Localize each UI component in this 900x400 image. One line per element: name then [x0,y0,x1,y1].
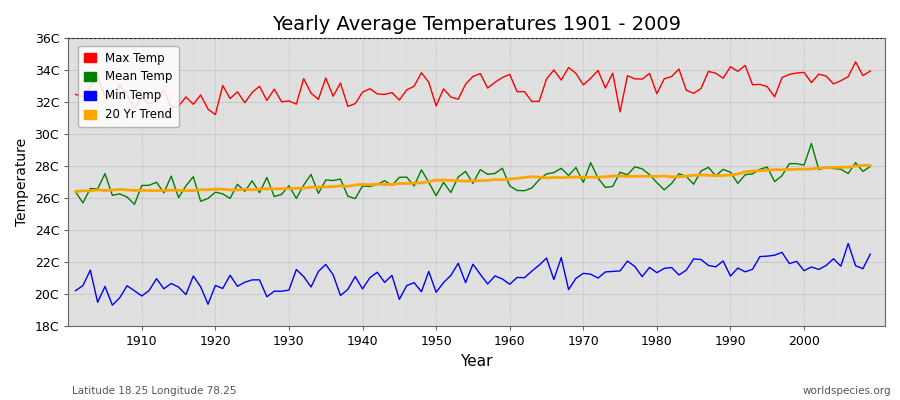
Legend: Max Temp, Mean Temp, Min Temp, 20 Yr Trend: Max Temp, Mean Temp, Min Temp, 20 Yr Tre… [78,46,178,127]
Text: Latitude 18.25 Longitude 78.25: Latitude 18.25 Longitude 78.25 [72,386,237,396]
Text: worldspecies.org: worldspecies.org [803,386,891,396]
X-axis label: Year: Year [461,354,493,369]
Title: Yearly Average Temperatures 1901 - 2009: Yearly Average Temperatures 1901 - 2009 [272,15,681,34]
Y-axis label: Temperature: Temperature [15,138,29,226]
